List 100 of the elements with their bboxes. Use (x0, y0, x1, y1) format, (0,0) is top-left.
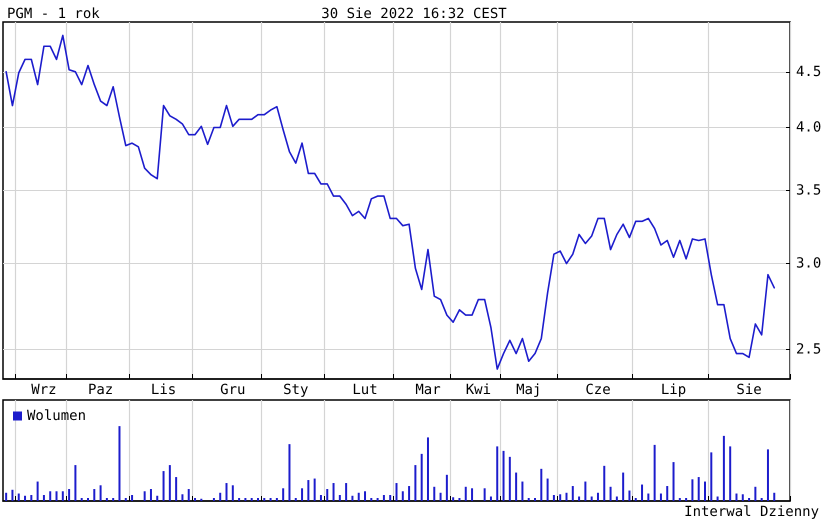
bar (528, 498, 530, 501)
bar (641, 484, 644, 501)
bar (42, 495, 45, 501)
bar (345, 483, 348, 501)
bar (508, 456, 511, 501)
x-tick-label: Lip (660, 382, 686, 398)
bar (729, 446, 732, 501)
bar (534, 498, 536, 501)
bar (5, 492, 8, 501)
bar (420, 454, 423, 501)
bar (68, 489, 70, 501)
bar (698, 477, 700, 501)
bar (49, 491, 52, 501)
bar (704, 482, 706, 501)
bar (490, 496, 492, 501)
bar (622, 472, 624, 501)
bar (452, 497, 454, 501)
bar (232, 485, 234, 501)
bar (565, 492, 568, 501)
y-tick-label: 3.5 (796, 182, 822, 199)
bar (484, 488, 486, 501)
y-tick-label: 3.0 (796, 256, 822, 272)
bar (666, 486, 668, 501)
bar (590, 496, 593, 501)
bar (458, 498, 460, 501)
bar (502, 450, 505, 501)
bar (62, 491, 64, 501)
bar (426, 437, 429, 501)
bar (326, 489, 328, 501)
bar (11, 490, 14, 501)
x-tick-label: Lis (150, 382, 176, 398)
x-tick-label: Maj (516, 382, 542, 398)
bar (294, 498, 297, 501)
bar (219, 492, 222, 501)
x-tick-label: Sie (736, 382, 762, 398)
bar (471, 488, 474, 501)
bar (131, 495, 134, 501)
bar (760, 498, 763, 501)
y-tick-label: 2.5 (796, 342, 822, 358)
bar (596, 492, 599, 501)
bar (74, 465, 76, 501)
bar (389, 495, 392, 501)
bar (338, 495, 341, 501)
bar (685, 498, 688, 501)
y-tick-label: 4.0 (796, 120, 822, 136)
bar (578, 496, 580, 501)
bar (742, 494, 744, 501)
bar (382, 495, 385, 501)
bar (521, 482, 524, 501)
bar (678, 498, 681, 501)
bar (212, 498, 215, 501)
bar (24, 496, 26, 501)
bar (396, 483, 398, 501)
x-tick-label: Cze (585, 382, 611, 398)
bar (754, 486, 756, 501)
bar (100, 485, 102, 501)
bar (496, 446, 498, 501)
line-series (5, 34, 776, 370)
bar (156, 496, 158, 501)
bar (634, 498, 637, 501)
bar (376, 498, 379, 501)
chart-subtitle: 30 Sie 2022 16:32 CEST (321, 6, 508, 22)
bar (118, 426, 120, 501)
bar (112, 498, 114, 501)
bar (440, 492, 442, 501)
bar (572, 486, 574, 501)
bar (672, 462, 675, 501)
bar (301, 488, 304, 501)
bar (181, 494, 184, 501)
bar (722, 436, 725, 501)
bar (464, 486, 467, 501)
x-tick-label: Sty (283, 382, 308, 398)
bar (144, 491, 146, 501)
bar (250, 498, 253, 501)
bar (628, 490, 630, 501)
bar (244, 498, 246, 501)
bar (552, 495, 555, 501)
bar (748, 498, 750, 501)
bar (56, 491, 58, 501)
bar (616, 496, 618, 501)
bar (288, 444, 290, 501)
bar (18, 494, 20, 501)
bar (168, 465, 171, 501)
bar (540, 468, 542, 501)
bar (370, 498, 372, 501)
bar (238, 498, 240, 501)
bar (256, 498, 259, 501)
bar (358, 492, 360, 501)
bar (332, 483, 335, 501)
bar (150, 489, 152, 501)
bar (414, 465, 416, 501)
bar (446, 474, 448, 501)
text: Interwal Dzienny (684, 504, 819, 520)
bar (433, 486, 436, 501)
bar (716, 496, 719, 501)
bar (773, 492, 776, 501)
bar (654, 444, 656, 501)
bar (408, 486, 410, 501)
bar (30, 495, 32, 501)
legend-label: Wolumen (27, 408, 86, 424)
